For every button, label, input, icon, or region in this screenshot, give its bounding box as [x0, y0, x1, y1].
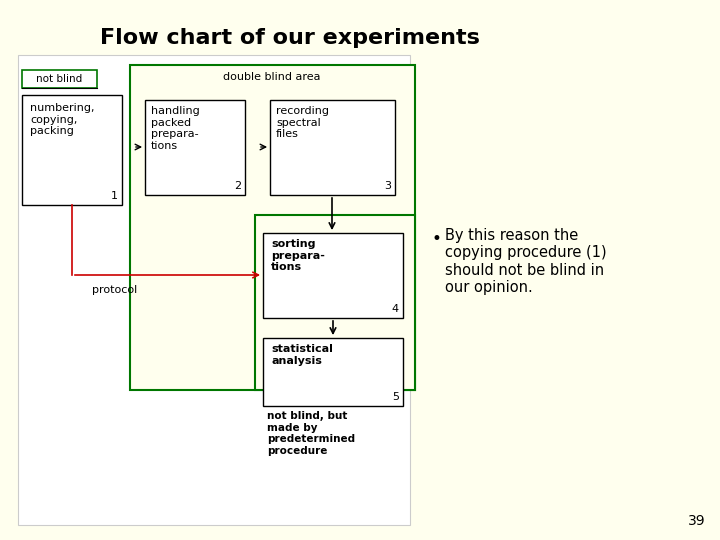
- Text: 5: 5: [392, 392, 399, 402]
- Text: recording
spectral
files: recording spectral files: [276, 106, 329, 139]
- Bar: [130, 65, 415, 390]
- Bar: [22, 70, 97, 88]
- Text: Flow chart of our experiments: Flow chart of our experiments: [100, 28, 480, 48]
- Text: statistical
analysis: statistical analysis: [271, 344, 333, 366]
- Bar: [18, 55, 410, 525]
- Bar: [263, 338, 403, 406]
- Text: not blind: not blind: [36, 74, 82, 84]
- Bar: [145, 100, 245, 195]
- Text: 3: 3: [384, 181, 391, 191]
- Bar: [22, 95, 122, 205]
- Text: not blind, but
made by
predetermined
procedure: not blind, but made by predetermined pro…: [267, 411, 355, 456]
- Bar: [270, 100, 395, 195]
- Text: 2: 2: [234, 181, 241, 191]
- Text: 39: 39: [688, 514, 706, 528]
- Text: protocol: protocol: [92, 285, 138, 295]
- Text: By this reason the
copying procedure (1)
should not be blind in
our opinion.: By this reason the copying procedure (1)…: [445, 228, 607, 295]
- Text: sorting
prepara-
tions: sorting prepara- tions: [271, 239, 325, 272]
- Text: 4: 4: [392, 304, 399, 314]
- Text: 1: 1: [111, 191, 118, 201]
- Text: •: •: [432, 230, 442, 248]
- Text: double blind area: double blind area: [223, 72, 320, 82]
- Bar: [263, 233, 403, 318]
- Text: handling
packed
prepara-
tions: handling packed prepara- tions: [151, 106, 199, 151]
- Bar: [255, 215, 415, 390]
- Text: numbering,
copying,
packing: numbering, copying, packing: [30, 103, 94, 136]
